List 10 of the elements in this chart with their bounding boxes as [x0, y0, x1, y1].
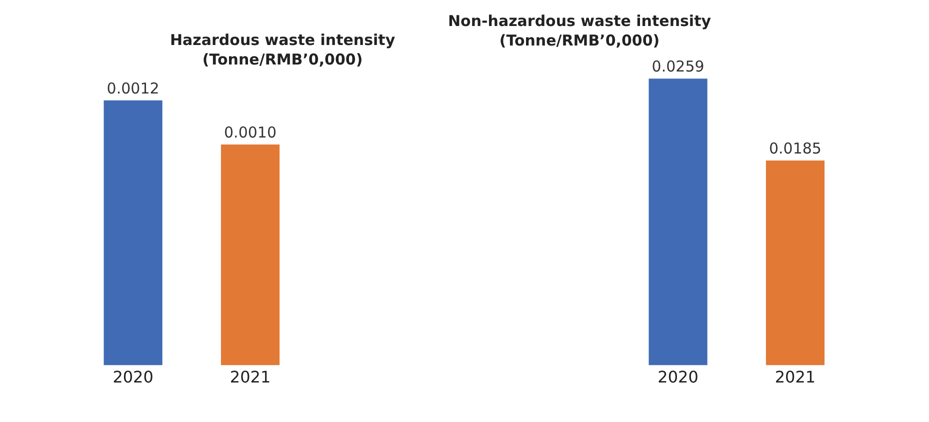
- data-label: 0.0012: [106, 79, 160, 98]
- chart-title: Hazardous waste intensity (Tonne/RMB’0,000): [170, 31, 396, 68]
- data-label: 0.0259: [652, 58, 704, 76]
- data-label: 0.0185: [768, 139, 822, 158]
- data-label: 0.0010: [224, 124, 277, 142]
- x-tick-label: 2021: [774, 367, 816, 386]
- x-tick-label: 2020: [658, 367, 698, 386]
- x-tick-label: 2020: [112, 367, 154, 386]
- chart-title: Non-hazardous waste intensity (Tonne/RMB’0,000): [448, 12, 712, 50]
- x-tick-label: 2021: [230, 367, 271, 386]
